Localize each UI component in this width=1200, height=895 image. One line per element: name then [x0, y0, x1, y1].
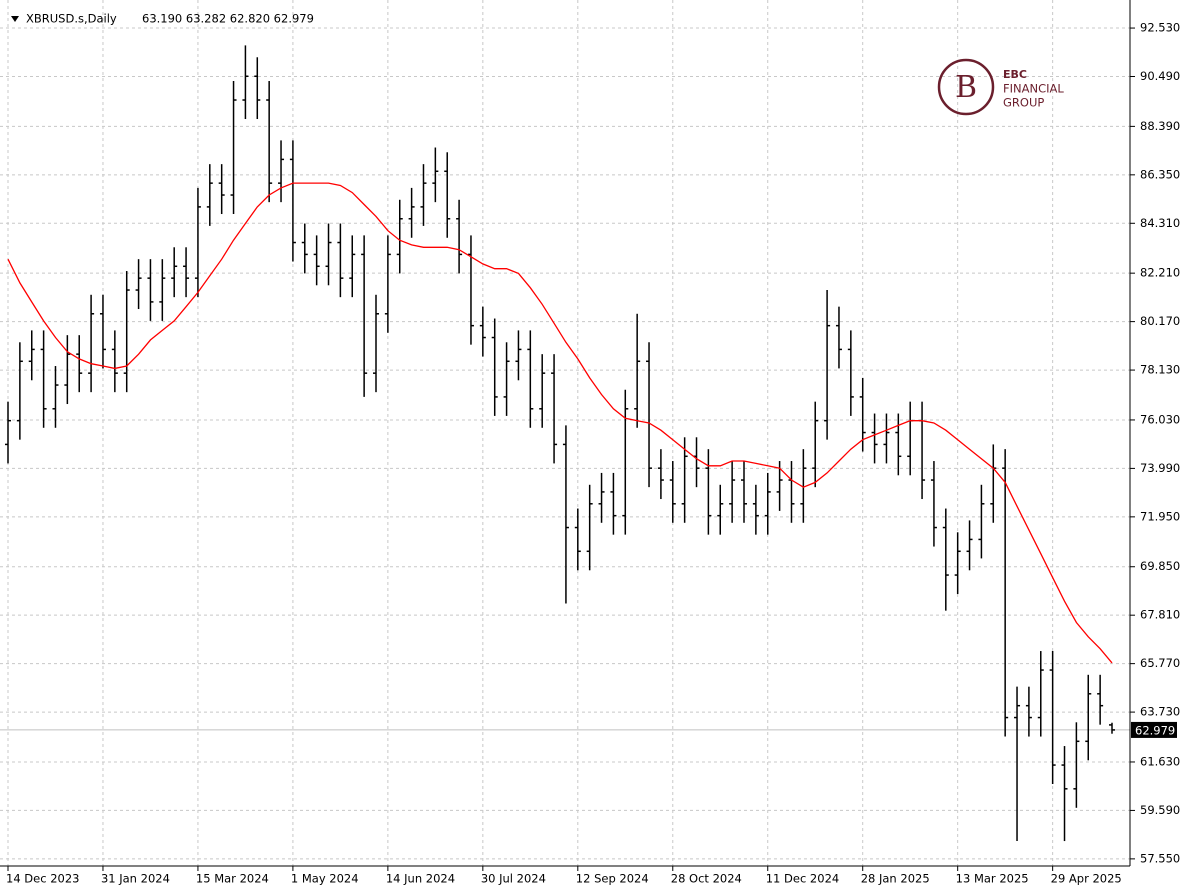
y-tick-label: 78.130 — [1140, 363, 1180, 377]
logo-ring — [937, 58, 995, 116]
chart-title: XBRUSD.s,Daily — [26, 12, 117, 26]
y-tick-label: 90.490 — [1140, 69, 1180, 83]
x-tick-label: 14 Jun 2024 — [386, 872, 455, 886]
y-tick-label: 67.810 — [1140, 608, 1180, 622]
logo-text: EBC — [1003, 68, 1027, 81]
x-tick-label: 15 Mar 2024 — [196, 872, 269, 886]
y-tick-label: 57.550 — [1140, 851, 1180, 865]
logo-text: FINANCIAL — [1003, 82, 1064, 96]
last-price-label: 62.979 — [1135, 723, 1175, 737]
logo-text: GROUP — [1003, 96, 1044, 110]
logo: B EBC FINANCIAL GROUP — [937, 58, 1064, 116]
y-tick-label: 61.630 — [1140, 754, 1180, 768]
y-tick-label: 76.030 — [1140, 412, 1180, 426]
x-tick-label: 13 Mar 2025 — [956, 872, 1029, 886]
y-tick-label: 69.850 — [1140, 559, 1180, 573]
menu-arrow[interactable] — [11, 16, 19, 22]
y-tick-label: 86.350 — [1140, 167, 1180, 181]
y-tick-label: 88.390 — [1140, 119, 1180, 133]
y-tick-label: 59.590 — [1140, 803, 1180, 817]
y-tick-label: 73.990 — [1140, 461, 1180, 475]
bars — [5, 45, 1115, 842]
y-tick-label: 82.210 — [1140, 266, 1180, 280]
ohlc-info: 63.190 63.282 62.820 62.979 — [142, 12, 314, 26]
y-tick-label: 84.310 — [1140, 216, 1180, 230]
x-tick-label: 1 May 2024 — [291, 872, 359, 886]
x-tick-label: 29 Apr 2025 — [1051, 872, 1122, 886]
grid — [0, 0, 1130, 866]
y-tick-label: 80.170 — [1140, 314, 1180, 328]
x-tick-label: 28 Oct 2024 — [671, 872, 742, 886]
x-tick-label: 28 Jan 2025 — [861, 872, 930, 886]
x-tick-label: 12 Sep 2024 — [576, 872, 649, 886]
x-tick-label: 30 Jul 2024 — [481, 872, 546, 886]
y-tick-label: 71.950 — [1140, 509, 1180, 523]
y-tick-label: 63.730 — [1140, 705, 1180, 719]
x-tick-label: 31 Jan 2024 — [101, 872, 170, 886]
logo-mark: B — [955, 70, 977, 105]
moving-average — [7, 182, 1113, 664]
x-tick-label: 11 Dec 2024 — [766, 872, 839, 886]
last-price-box — [1131, 721, 1177, 738]
y-tick-label: 65.770 — [1140, 656, 1180, 670]
x-tick-label: 14 Dec 2023 — [6, 872, 79, 886]
y-tick-label: 92.530 — [1140, 21, 1180, 35]
